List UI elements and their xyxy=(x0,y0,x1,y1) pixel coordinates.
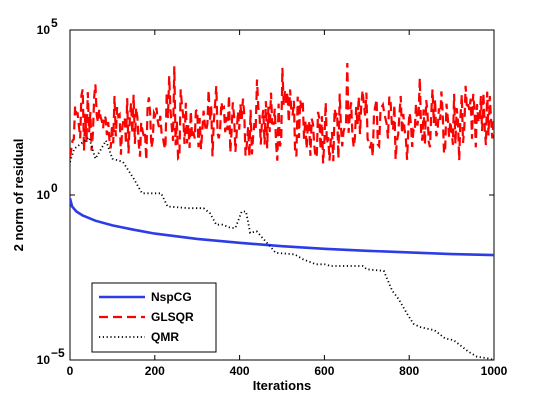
y-tick-exponent: −5 xyxy=(51,346,65,360)
y-tick-label: 10 xyxy=(37,188,51,202)
y-tick-label: 10 xyxy=(37,23,51,37)
y-axis-label: 2 norm of residual xyxy=(11,139,26,252)
series-line-glsqr xyxy=(70,62,494,164)
legend-label-qmr: QMR xyxy=(151,330,179,344)
legend-label-nspcg: NspCG xyxy=(151,290,192,304)
y-tick-exponent: 5 xyxy=(51,16,58,30)
legend-box xyxy=(91,282,217,353)
y-tick-label: 10 xyxy=(37,353,51,367)
legend-label-glsqr: GLSQR xyxy=(151,310,194,324)
legend: NspCG GLSQR QMR xyxy=(91,282,217,353)
x-tick-label: 0 xyxy=(67,364,74,378)
series-line-nspcg xyxy=(70,197,494,257)
y-tick-exponent: 0 xyxy=(51,181,58,195)
x-axis-label: Iterations xyxy=(253,378,312,393)
x-tick-label: 600 xyxy=(314,364,334,378)
x-tick-label: 800 xyxy=(399,364,419,378)
x-tick-label: 400 xyxy=(230,364,250,378)
series-layer xyxy=(70,62,494,360)
x-tick-label: 200 xyxy=(145,364,165,378)
x-tick-label: 1000 xyxy=(481,364,508,378)
